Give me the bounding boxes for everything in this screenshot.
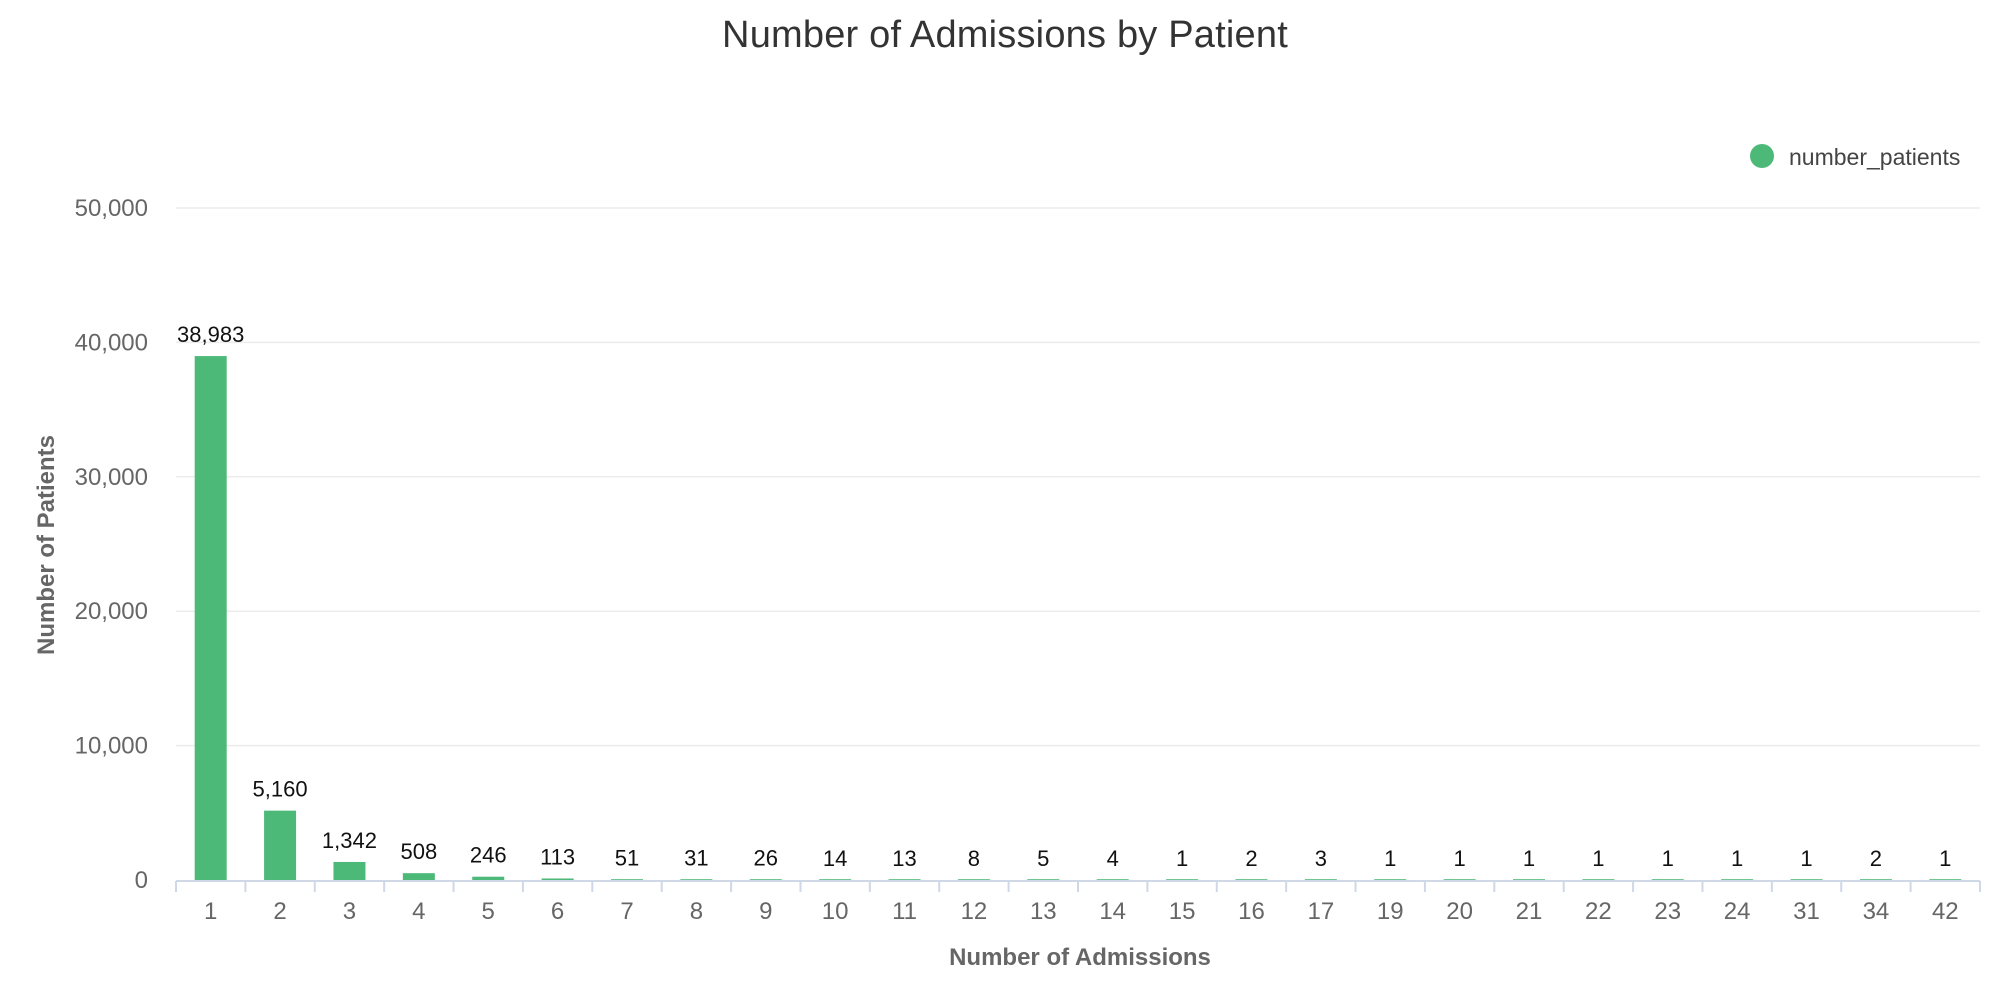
y-tick-label: 40,000 <box>75 329 148 356</box>
bar <box>1374 879 1407 880</box>
y-axis-ticks: 0 10,000 20,000 30,000 40,000 50,000 <box>75 195 148 894</box>
data-label: 508 <box>400 839 437 864</box>
x-tick-label: 19 <box>1377 898 1404 925</box>
data-label: 246 <box>470 843 507 868</box>
x-tick-label: 34 <box>1863 898 1890 925</box>
data-label: 1,342 <box>322 828 377 853</box>
bar <box>1721 879 1754 880</box>
bar <box>1790 879 1823 880</box>
data-label: 4 <box>1107 846 1119 871</box>
x-tick-label: 8 <box>690 898 703 925</box>
legend[interactable]: number_patients <box>1750 144 1960 170</box>
x-tick-label: 14 <box>1099 898 1126 925</box>
y-tick-label: 10,000 <box>75 733 148 760</box>
bar <box>1304 879 1337 880</box>
bar <box>1096 879 1129 880</box>
x-tick-label: 20 <box>1446 898 1473 925</box>
x-tick-label: 12 <box>961 898 988 925</box>
x-tick-label: 31 <box>1793 898 1820 925</box>
bar <box>1513 879 1545 880</box>
data-label: 1 <box>1662 846 1674 871</box>
bar <box>1027 879 1060 880</box>
x-tick-label: 16 <box>1238 898 1265 925</box>
data-label: 1 <box>1800 846 1812 871</box>
x-tick-label: 42 <box>1932 898 1959 925</box>
data-label: 8 <box>968 846 980 871</box>
x-tick-label: 2 <box>273 898 286 925</box>
bar <box>611 879 643 880</box>
x-tick-label: 3 <box>343 898 356 925</box>
x-tick-label: 6 <box>551 898 564 925</box>
data-label: 1 <box>1176 846 1188 871</box>
bar <box>819 879 852 880</box>
bar <box>264 810 297 880</box>
bar <box>1582 879 1615 880</box>
data-label: 14 <box>823 846 847 871</box>
bar <box>680 879 713 880</box>
data-label: 3 <box>1315 846 1327 871</box>
bar <box>1443 879 1476 880</box>
bar <box>957 879 990 880</box>
bar <box>888 879 921 880</box>
bar <box>1651 879 1684 880</box>
data-label: 113 <box>540 844 575 869</box>
x-tick-label: 13 <box>1030 898 1057 925</box>
chart-title: Number of Admissions by Patient <box>722 14 1288 56</box>
bars <box>194 356 1962 880</box>
x-tick-label: 4 <box>412 898 425 925</box>
x-tick-label: 15 <box>1169 898 1196 925</box>
x-tick-label: 7 <box>620 898 633 925</box>
data-label: 31 <box>684 846 708 871</box>
data-label: 1 <box>1731 846 1743 871</box>
bar <box>541 878 574 880</box>
x-tick-label: 23 <box>1654 898 1681 925</box>
x-tick-label: 9 <box>759 898 772 925</box>
data-label: 38,983 <box>177 322 244 347</box>
x-tick-label: 5 <box>482 898 495 925</box>
bar <box>333 861 366 880</box>
y-tick-label: 0 <box>135 867 148 894</box>
x-tick-label: 21 <box>1516 898 1543 925</box>
data-label: 1 <box>1523 846 1535 871</box>
data-label: 5,160 <box>253 777 308 802</box>
x-axis <box>175 880 1981 892</box>
data-label: 1 <box>1939 846 1951 871</box>
bar <box>1166 879 1199 880</box>
bar <box>1859 879 1892 880</box>
x-tick-label: 1 <box>204 898 217 925</box>
x-tick-label: 24 <box>1724 898 1751 925</box>
data-label: 51 <box>615 845 639 870</box>
bar <box>402 873 435 880</box>
x-axis-title: Number of Admissions <box>949 944 1211 971</box>
data-label: 5 <box>1037 846 1049 871</box>
x-tick-label: 22 <box>1585 898 1612 925</box>
legend-label: number_patients <box>1789 144 1960 170</box>
y-axis-title: Number of Patients <box>33 435 60 655</box>
bar <box>194 356 227 880</box>
bar <box>472 876 505 880</box>
y-tick-label: 30,000 <box>75 464 148 491</box>
data-label: 1 <box>1453 846 1465 871</box>
gridlines <box>176 207 1980 747</box>
y-tick-label: 50,000 <box>75 195 148 222</box>
data-label: 26 <box>754 846 778 871</box>
data-label: 1 <box>1384 846 1396 871</box>
x-tick-label: 17 <box>1307 898 1334 925</box>
x-axis-ticks: 1 2 3 4 5 6 7 8 9 10 11 12 13 14 15 16 17 19 20 21 22 23 24 31 3… <box>204 898 1959 925</box>
data-label: 2 <box>1870 846 1882 871</box>
data-label: 2 <box>1245 846 1257 871</box>
x-tick-label: 10 <box>822 898 849 925</box>
data-label: 13 <box>892 846 916 871</box>
y-tick-label: 20,000 <box>75 598 148 625</box>
data-label: 1 <box>1592 846 1604 871</box>
x-tick-label: 11 <box>892 898 917 925</box>
bar <box>749 879 782 880</box>
bar <box>1929 879 1962 880</box>
bar <box>1235 879 1268 880</box>
legend-marker <box>1750 144 1774 168</box>
